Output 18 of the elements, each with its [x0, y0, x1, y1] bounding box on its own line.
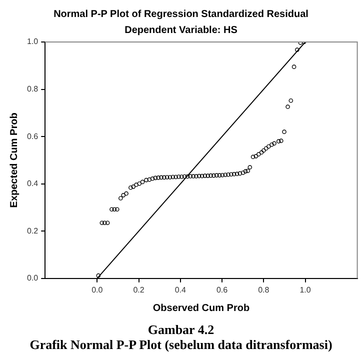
x-axis-title: Observed Cum Prob — [152, 302, 250, 314]
y-tick-label: 0.0 — [26, 274, 39, 283]
chart-subtitle: Dependent Variable: HS — [124, 24, 238, 36]
y-tick-label: 0.6 — [26, 132, 39, 141]
x-tick-label: 0.8 — [258, 285, 270, 294]
x-tick-label: 0.2 — [133, 285, 145, 294]
y-tick-label: 0.4 — [26, 179, 39, 188]
text: Gambar 4.2 — [146, 322, 216, 337]
x-tick-label: 0.0 — [92, 285, 104, 294]
y-tick-label: 1.0 — [26, 37, 39, 46]
y-axis-title: Expected Cum Prob — [8, 112, 20, 208]
chart-title: Normal P-P Plot of Regression Standardized Residual — [54, 8, 309, 20]
text: Grafik Normal P-P Plot (sebelum data ditransformasi) — [28, 337, 334, 352]
y-tick-label: 0.8 — [26, 84, 39, 94]
y-tick-label: 0.2 — [26, 226, 39, 236]
x-tick-label: 0.6 — [216, 285, 228, 294]
x-tick-label: 1.0 — [300, 285, 312, 294]
x-tick-label: 0.4 — [174, 285, 187, 294]
